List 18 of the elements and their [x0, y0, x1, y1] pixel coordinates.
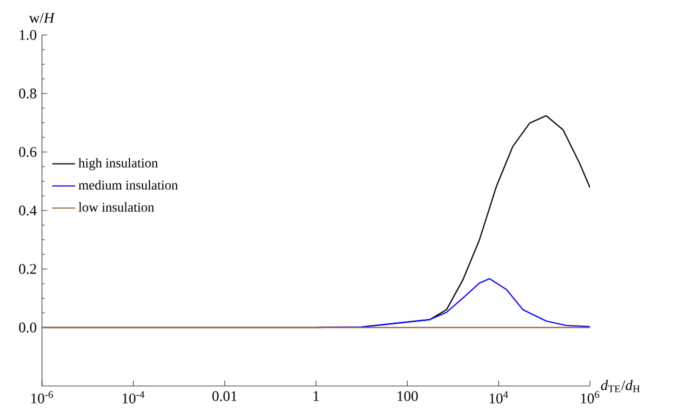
x-tick-label: 1	[314, 391, 319, 401]
y-axis-title: w/H	[29, 13, 55, 23]
y-tick-label: 0.0	[19, 322, 36, 332]
x-tick-label: 10$^{6}$	[581, 391, 600, 404]
y-tick-label: 1.0	[20, 30, 36, 40]
legend-label: high insulation	[78, 158, 158, 170]
x-tick-label: 0.01	[212, 391, 237, 402]
y-tick-label: 0.2	[19, 264, 36, 274]
legend-label: low insulation	[78, 202, 154, 212]
y-tick-label: 0.6	[19, 147, 36, 157]
x-tick-label: 10$^{-6}$	[31, 391, 53, 404]
x-tick-label: 100	[398, 391, 418, 402]
x-tick-label: 10$^{4}$	[490, 391, 508, 404]
x-axis-title: d$_{TE}$/d$_{H}$	[601, 380, 640, 392]
y-tick-label: 0.4	[19, 206, 37, 216]
y-tick-label: 0.8	[19, 88, 36, 98]
legend-label: medium insulation	[78, 180, 178, 190]
x-tick-label: 10$^{-4}$	[122, 391, 144, 404]
